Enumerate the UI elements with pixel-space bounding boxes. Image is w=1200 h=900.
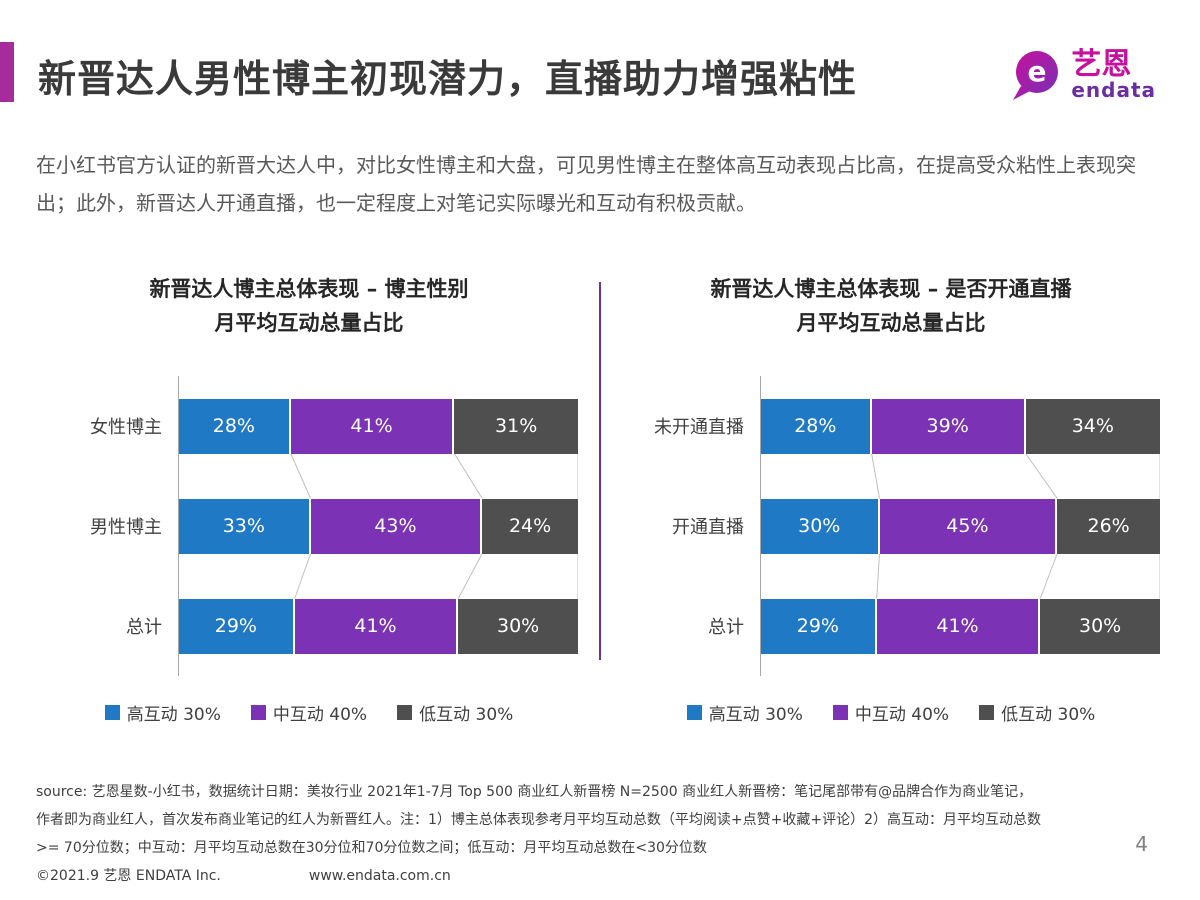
stacked-bar: 28% 41% 31% <box>179 398 578 454</box>
source-line: source: 艺恩星数-小红书，数据统计日期：美妆行业 2021年1-7月 T… <box>36 784 1033 800</box>
legend-label: 高互动 30% <box>126 705 221 725</box>
chart-title-line1: 新晋达人博主总体表现 – 博主性别 <box>149 277 469 301</box>
endata-logo: e 艺恩 endata <box>1009 48 1156 102</box>
bar-segment: 29% <box>761 598 877 654</box>
page-title: 新晋达人男性博主初现潜力，直播助力增强粘性 <box>38 57 858 101</box>
legend-label: 低互动 30% <box>419 705 514 725</box>
bar-row: 29% 41% 30% <box>761 576 1160 676</box>
page-number: 4 <box>1135 832 1148 856</box>
bar-segment: 30% <box>1040 598 1160 654</box>
chart-title-line1: 新晋达人博主总体表现 – 是否开通直播 <box>710 277 1072 301</box>
chart-plot: 未开通直播 开通直播 总计 28% 39% 34% 30% 45% 26% 29% 41% 30% <box>622 376 1160 676</box>
legend-swatch-icon <box>397 705 413 720</box>
category-label: 总计 <box>126 617 162 638</box>
stacked-bar: 29% 41% 30% <box>179 598 578 654</box>
bar-segment: 41% <box>876 598 1041 654</box>
legend-item: 低互动 30% <box>397 700 513 725</box>
chart-legend: 高互动 30% 中互动 40% 低互动 30% <box>622 700 1160 725</box>
legend-label: 中互动 40% <box>854 705 950 725</box>
bar-segment: 43% <box>310 498 483 554</box>
copyright-text: ©2021.9 艺恩 ENDATA Inc. <box>36 868 221 884</box>
bar-segment: 26% <box>1057 498 1160 554</box>
legend-item: 高互动 30% <box>686 700 803 725</box>
bar-row: 30% 45% 26% <box>761 476 1160 576</box>
legend-label: 高互动 30% <box>708 705 803 725</box>
bar-segment: 24% <box>482 498 578 554</box>
chart-legend: 高互动 30% 中互动 40% 低互动 30% <box>40 700 578 725</box>
footer: source: 艺恩星数-小红书，数据统计日期：美妆行业 2021年1-7月 T… <box>36 778 1146 890</box>
bar-segment: 30% <box>761 498 880 554</box>
source-line: >= 70分位数；中互动：月平均互动总数在30分位和70分位数之间；低互动：月平… <box>36 840 707 856</box>
legend-item: 高互动 30% <box>104 700 221 725</box>
category-labels: 未开通直播开通直播总计 <box>622 376 760 676</box>
legend-label: 低互动 30% <box>1001 705 1096 725</box>
stacked-bar: 28% 39% 34% <box>761 398 1160 454</box>
bars-area: 28% 41% 31% 33% 43% 24% 29% 41% 30% <box>178 376 578 676</box>
legend-swatch-icon <box>832 705 848 720</box>
category-label: 女性博主 <box>90 417 162 438</box>
bar-segment: 34% <box>1025 398 1160 454</box>
legend-label: 中互动 40% <box>272 705 368 725</box>
chart-title-line2: 月平均互动总量占比 <box>214 311 404 335</box>
bar-segment: 45% <box>879 498 1058 554</box>
chart-gender: 新晋达人博主总体表现 – 博主性别 月平均互动总量占比 女性博主男性博主总计 2… <box>40 272 578 725</box>
title-accent-bar <box>0 42 14 102</box>
stacked-bar: 29% 41% 30% <box>761 598 1160 654</box>
bar-row: 29% 41% 30% <box>179 576 578 676</box>
chart-livestream: 新晋达人博主总体表现 – 是否开通直播 月平均互动总量占比 未开通直播开通直播总… <box>622 272 1160 725</box>
chart-plot: 女性博主 男性博主 总计 28% 41% 31% 33% 43% 24% 29% 41% 30% <box>40 376 578 676</box>
legend-item: 中互动 40% <box>250 700 368 725</box>
website-link[interactable]: www.endata.com.cn <box>308 868 451 884</box>
legend-swatch-icon <box>686 705 702 720</box>
bar-segment: 33% <box>179 498 311 554</box>
bars-area: 28% 39% 34% 30% 45% 26% 29% 41% 30% <box>760 376 1160 676</box>
bar-segment: 39% <box>871 398 1026 454</box>
category-label: 未开通直播 <box>654 417 744 438</box>
logo-text: 艺恩 endata <box>1071 49 1156 102</box>
logo-cn-text: 艺恩 <box>1071 46 1132 82</box>
svg-text:e: e <box>1028 55 1047 88</box>
bar-segment: 28% <box>179 398 291 454</box>
bar-row: 28% 41% 31% <box>179 376 578 476</box>
bar-row: 33% 43% 24% <box>179 476 578 576</box>
chart-title: 新晋达人博主总体表现 – 是否开通直播 月平均互动总量占比 <box>622 272 1160 340</box>
legend-swatch-icon <box>250 705 266 720</box>
legend-swatch-icon <box>104 705 120 720</box>
bar-segment: 28% <box>761 398 872 454</box>
chart-title-line2: 月平均互动总量占比 <box>796 311 986 335</box>
category-label: 开通直播 <box>672 517 744 538</box>
legend-item: 中互动 40% <box>832 700 950 725</box>
bar-segment: 30% <box>458 598 578 654</box>
category-label: 男性博主 <box>90 517 162 538</box>
logo-en-text: endata <box>1071 78 1156 103</box>
bar-segment: 31% <box>454 398 578 454</box>
bar-segment: 41% <box>294 598 459 654</box>
category-label: 总计 <box>708 617 744 638</box>
footer-bottom: ©2021.9 艺恩 ENDATA Inc. www.endata.com.cn <box>36 862 1146 890</box>
chart-divider <box>599 282 601 660</box>
bar-segment: 29% <box>179 598 295 654</box>
legend-swatch-icon <box>979 705 995 720</box>
bar-segment: 41% <box>290 398 455 454</box>
stacked-bar: 33% 43% 24% <box>179 498 578 554</box>
source-line: 作者即为商业红人，首次发布商业笔记的红人为新晋红人。注：1）博主总体表现参考月平… <box>36 812 1042 828</box>
legend-item: 低互动 30% <box>979 700 1095 725</box>
endata-logo-icon: e <box>1013 51 1059 100</box>
intro-paragraph: 在小红书官方认证的新晋大达人中，对比女性博主和大盘，可见男性博主在整体高互动表现… <box>36 153 1136 215</box>
charts-section: 新晋达人博主总体表现 – 博主性别 月平均互动总量占比 女性博主男性博主总计 2… <box>40 272 1160 725</box>
category-labels: 女性博主男性博主总计 <box>40 376 178 676</box>
bar-row: 28% 39% 34% <box>761 376 1160 476</box>
chart-title: 新晋达人博主总体表现 – 博主性别 月平均互动总量占比 <box>40 272 578 340</box>
stacked-bar: 30% 45% 26% <box>761 498 1160 554</box>
